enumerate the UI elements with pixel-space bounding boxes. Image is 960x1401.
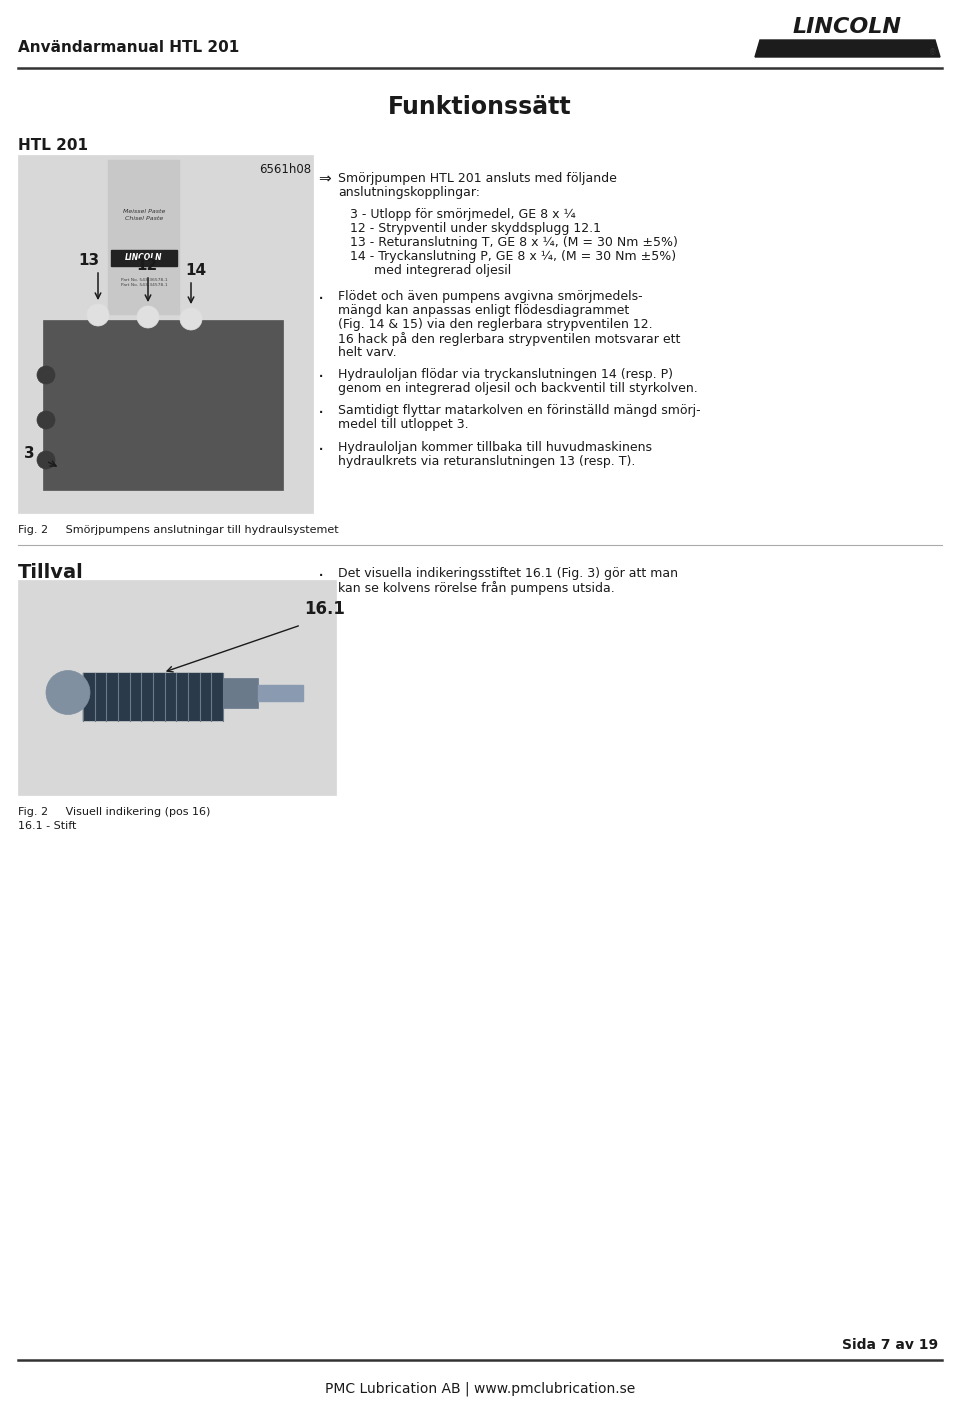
Text: ⇒: ⇒ [318,172,331,186]
Text: 16.1 - Stift: 16.1 - Stift [18,821,77,831]
Circle shape [137,305,159,328]
Text: genom en integrerad oljesil och backventil till styrkolven.: genom en integrerad oljesil och backvent… [338,382,698,395]
Text: Flödet och även pumpens avgivna smörjmedels-: Flödet och även pumpens avgivna smörjmed… [338,290,642,303]
Text: 13 - Returanslutning T, GE 8 x ¼, (M = 30 Nm ±5%): 13 - Returanslutning T, GE 8 x ¼, (M = 3… [350,237,678,249]
Text: 16 hack på den reglerbara strypventilen motsvarar ett: 16 hack på den reglerbara strypventilen … [338,332,681,346]
Circle shape [37,366,55,384]
Text: ·: · [318,368,324,387]
Text: Hydrauloljan kommer tillbaka till huvudmaskinens: Hydrauloljan kommer tillbaka till huvudm… [338,441,652,454]
Text: 12 - Strypventil under skyddsplugg 12.1: 12 - Strypventil under skyddsplugg 12.1 [350,223,601,235]
Text: anslutningskopplingar:: anslutningskopplingar: [338,186,480,199]
Bar [83,672,223,720]
Circle shape [180,308,202,331]
Text: medel till utloppet 3.: medel till utloppet 3. [338,419,468,432]
Bar [58,678,258,708]
Bar [258,685,303,700]
Text: (Fig. 14 & 15) via den reglerbara strypventilen 12.: (Fig. 14 & 15) via den reglerbara strypv… [338,318,653,331]
Text: ·: · [318,441,324,460]
Text: hydraulkrets via returanslutningen 13 (resp. T).: hydraulkrets via returanslutningen 13 (r… [338,455,636,468]
Text: Samtidigt flyttar matarkolven en förinställd mängd smörj-: Samtidigt flyttar matarkolven en förinst… [338,405,701,417]
Text: 3 - Utlopp för smörjmedel, GE 8 x ¼: 3 - Utlopp för smörjmedel, GE 8 x ¼ [350,209,576,221]
Text: 12: 12 [136,258,157,273]
Text: Det visuella indikeringsstiftet 16.1 (Fig. 3) gör att man: Det visuella indikeringsstiftet 16.1 (Fi… [338,567,678,580]
Text: Fig. 2     Smörjpumpens anslutningar till hydraulsystemet: Fig. 2 Smörjpumpens anslutningar till hy… [18,525,339,535]
Circle shape [46,671,90,715]
Bar [750,6,945,63]
Bar [111,249,177,266]
Bar [43,319,283,490]
Text: 6561h08: 6561h08 [259,163,311,177]
Text: Sida 7 av 19: Sida 7 av 19 [842,1338,938,1352]
Text: helt varv.: helt varv. [338,346,396,359]
Text: LINCOLN: LINCOLN [793,17,902,36]
Text: Funktionssätt: Funktionssätt [388,95,572,119]
Text: HTL 201: HTL 201 [18,139,88,153]
Text: 14: 14 [185,263,206,277]
Text: Fig. 2     Visuell indikering (pos 16): Fig. 2 Visuell indikering (pos 16) [18,807,210,817]
Text: PMC Lubrication AB | www.pmclubrication.se: PMC Lubrication AB | www.pmclubrication.… [324,1381,636,1397]
Text: ®: ® [929,48,937,57]
Bar [18,580,336,794]
Text: mängd kan anpassas enligt flödesdiagrammet: mängd kan anpassas enligt flödesdiagramm… [338,304,629,317]
Text: Part No. 543-36578-1
Part No. 543-34578-1: Part No. 543-36578-1 Part No. 543-34578-… [121,277,167,287]
Text: ·: · [318,405,324,423]
Circle shape [37,451,55,469]
Bar [108,160,180,315]
Text: med integrerad oljesil: med integrerad oljesil [350,265,512,277]
Text: Hydrauloljan flödar via tryckanslutningen 14 (resp. P): Hydrauloljan flödar via tryckanslutninge… [338,368,673,381]
Text: Användarmanual HTL 201: Användarmanual HTL 201 [18,41,239,56]
Text: 3: 3 [24,446,35,461]
Text: ·: · [318,290,324,308]
Text: 16.1: 16.1 [304,600,345,618]
Text: Meissel Paste
Chisel Paste: Meissel Paste Chisel Paste [123,209,165,221]
Text: ·: · [318,567,324,586]
Text: 13: 13 [78,254,99,268]
Text: kan se kolvens rörelse från pumpens utsida.: kan se kolvens rörelse från pumpens utsi… [338,581,614,595]
Text: 14 - Tryckanslutning P, GE 8 x ¼, (M = 30 Nm ±5%): 14 - Tryckanslutning P, GE 8 x ¼, (M = 3… [350,251,676,263]
Circle shape [37,410,55,429]
Circle shape [87,304,109,326]
Text: LINCOLN: LINCOLN [125,254,163,262]
Bar [18,156,313,513]
Text: Tillval: Tillval [18,563,84,581]
Text: Smörjpumpen HTL 201 ansluts med följande: Smörjpumpen HTL 201 ansluts med följande [338,172,617,185]
Polygon shape [755,41,940,57]
